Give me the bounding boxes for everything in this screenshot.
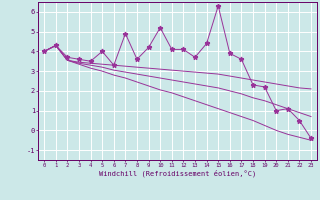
X-axis label: Windchill (Refroidissement éolien,°C): Windchill (Refroidissement éolien,°C) <box>99 170 256 177</box>
